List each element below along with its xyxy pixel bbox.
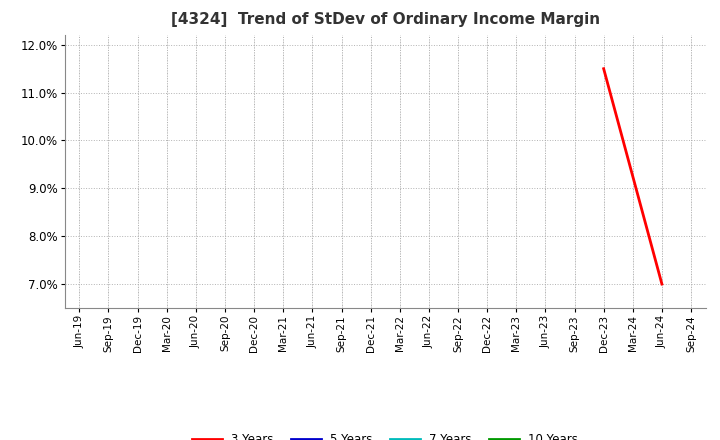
Line: 3 Years: 3 Years [603,69,662,284]
Legend: 3 Years, 5 Years, 7 Years, 10 Years: 3 Years, 5 Years, 7 Years, 10 Years [187,429,583,440]
3 Years [599,66,608,71]
Title: [4324]  Trend of StDev of Ordinary Income Margin: [4324] Trend of StDev of Ordinary Income… [171,12,600,27]
3 Years [657,282,666,287]
